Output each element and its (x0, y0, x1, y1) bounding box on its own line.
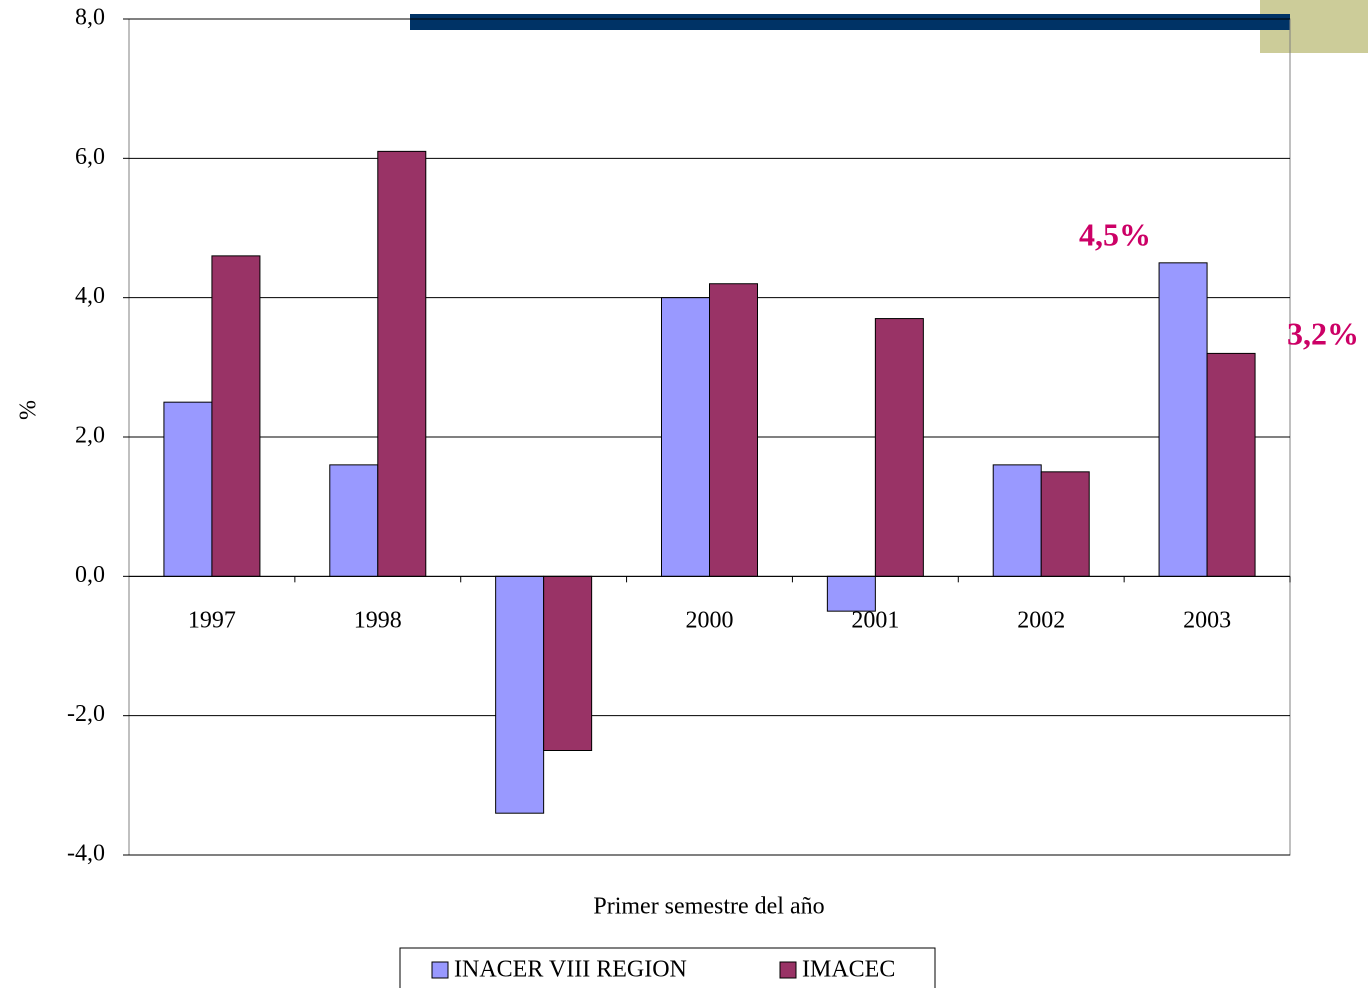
bar (329, 464, 379, 577)
bar (992, 464, 1042, 577)
x-axis-label: Primer semestre del año (593, 894, 824, 920)
bar (874, 318, 924, 577)
bar (661, 297, 710, 577)
bar (826, 575, 876, 612)
bar (495, 575, 545, 814)
legend-swatch (779, 961, 797, 979)
bar (211, 255, 261, 577)
bar (163, 401, 213, 577)
y-tick-label: 6,0 (75, 144, 105, 170)
annotation: 3,2% (1287, 315, 1359, 351)
x-tick-label: 1998 (354, 608, 402, 634)
y-tick-label: 8,0 (75, 5, 105, 31)
bar (543, 575, 593, 751)
bar (377, 150, 427, 577)
legend (399, 947, 936, 988)
y-tick-label: -2,0 (67, 701, 105, 727)
y-tick-label: 2,0 (75, 423, 105, 449)
legend-label: IMACEC (802, 957, 895, 983)
bar (1206, 352, 1256, 577)
bar (709, 283, 758, 577)
x-tick-label: 1997 (188, 608, 236, 634)
decoration (410, 14, 1290, 30)
bar (1040, 471, 1090, 577)
annotation: 4,5% (1079, 216, 1151, 252)
y-tick-label: 4,0 (75, 283, 105, 309)
x-tick-label: 2000 (686, 608, 734, 634)
bar (1158, 262, 1208, 577)
x-tick-label: 2003 (1183, 608, 1231, 634)
x-tick-label: 2001 (851, 608, 899, 634)
x-tick-label: 2002 (1017, 608, 1065, 634)
y-tick-label: 0,0 (75, 562, 105, 588)
legend-label: INACER VIII REGION (454, 957, 687, 983)
y-tick-label: -4,0 (67, 841, 105, 867)
legend-swatch (431, 961, 449, 979)
y-axis-label: % (16, 400, 42, 420)
